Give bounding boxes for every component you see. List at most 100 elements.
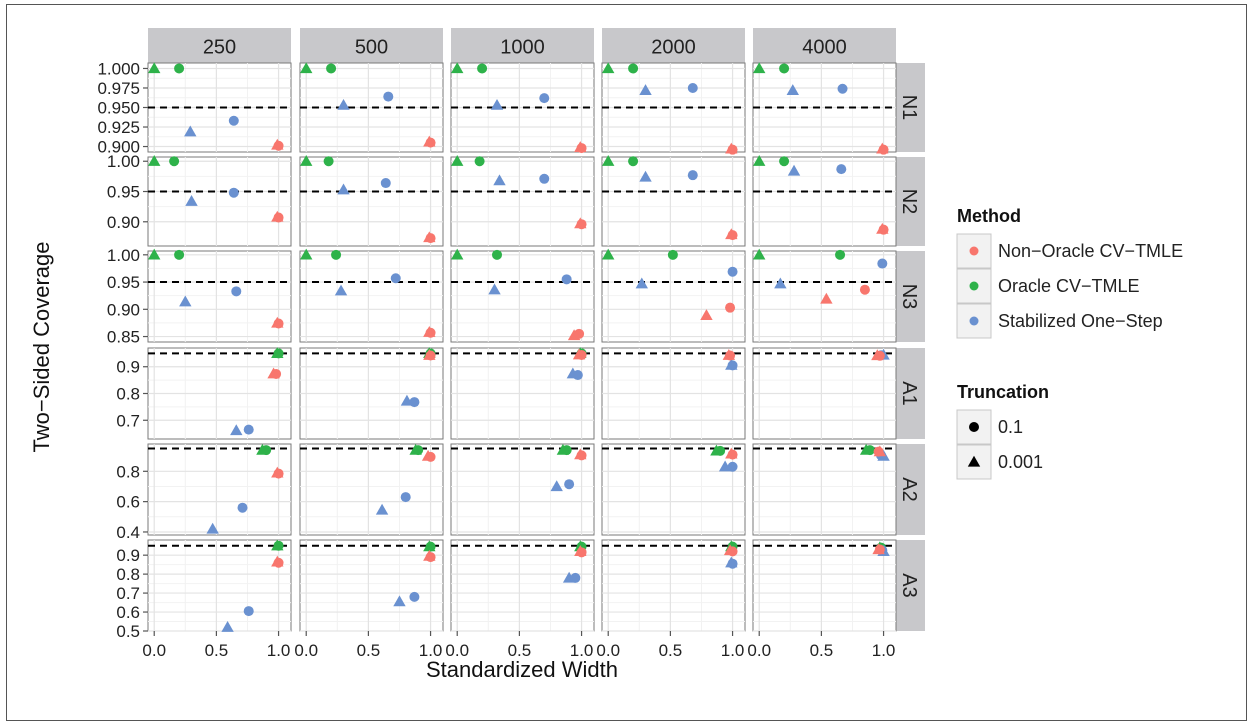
data-point [261, 445, 272, 456]
data-point [206, 522, 219, 534]
data-point [474, 156, 485, 167]
data-point [753, 248, 766, 260]
data-point [425, 552, 436, 563]
x-tick-label: 0.0 [294, 641, 318, 660]
y-tick-label: 0.95 [107, 273, 140, 292]
facet-strip-A1 [893, 348, 925, 439]
data-point [425, 541, 436, 552]
y-tick-label: 1.00 [107, 152, 140, 171]
data-point [727, 558, 738, 569]
x-tick-label: 0.5 [810, 641, 834, 660]
data-point [174, 249, 185, 260]
data-point [753, 155, 766, 166]
data-point [836, 164, 847, 175]
data-point [667, 249, 678, 260]
data-point [725, 350, 736, 361]
facet-strip-label: N1 [898, 95, 920, 121]
facet-strip-A2 [893, 444, 925, 535]
panel-background [299, 443, 444, 536]
data-point [273, 540, 284, 551]
data-point [539, 93, 550, 104]
data-point [243, 606, 254, 617]
data-point [727, 546, 738, 557]
legend-shape [969, 422, 979, 432]
panel-background [450, 250, 595, 343]
data-point [221, 621, 234, 632]
data-point [873, 446, 884, 457]
data-point [564, 479, 575, 490]
y-tick-label: 0.90 [107, 300, 140, 319]
facet-strip-label: A2 [898, 477, 920, 501]
legend-item-label: Oracle CV−TMLE [998, 276, 1140, 296]
y-tick-label: 0.95 [107, 183, 140, 202]
x-tick-label: 1.0 [570, 641, 594, 660]
figure-frame: 250 500 1000 2000 4000 N1 N2 N3 A1 A2 A3 0.900 0.92… [6, 4, 1247, 721]
data-point [576, 547, 587, 558]
data-point [271, 368, 282, 379]
y-tick-label: 0.9 [116, 546, 140, 565]
y-tick-label: 1.000 [97, 59, 140, 78]
x-tick-label: 0.0 [445, 641, 469, 660]
facet-strip-N2 [893, 157, 925, 246]
legend-shape [967, 455, 981, 467]
data-point [300, 155, 313, 166]
panel-background [450, 443, 595, 536]
facet-strip-label: A1 [898, 381, 920, 405]
data-point [148, 248, 161, 260]
y-tick-label: 0.6 [116, 603, 140, 622]
data-point [550, 480, 563, 492]
data-point [859, 284, 870, 295]
panel-background [147, 443, 292, 536]
x-tick-label: 0.5 [508, 641, 532, 660]
data-point [561, 274, 572, 285]
data-point [273, 348, 284, 359]
x-tick-label: 1.0 [267, 641, 291, 660]
data-point [477, 63, 488, 74]
facet-strip-label: 2000 [651, 37, 696, 59]
data-point [602, 62, 615, 74]
legend-item-label: Stabilized One−Step [998, 311, 1163, 331]
data-point [628, 156, 639, 167]
panel-background [450, 156, 595, 247]
data-point [323, 156, 334, 167]
data-point [602, 248, 615, 260]
data-point [393, 595, 406, 607]
data-point [425, 451, 436, 462]
data-point [337, 98, 350, 110]
data-point [570, 572, 581, 583]
facet-strip-N1 [893, 63, 925, 152]
x-tick-label: 0.0 [596, 641, 620, 660]
data-point [874, 544, 885, 555]
data-point [179, 295, 192, 307]
data-point [753, 62, 766, 74]
data-point [561, 445, 572, 456]
facet-strip-label: A3 [898, 573, 920, 597]
data-point [639, 170, 652, 182]
data-point [185, 194, 198, 206]
data-point [237, 502, 248, 513]
x-tick-label: 0.5 [357, 641, 381, 660]
data-point [273, 318, 284, 329]
data-point [273, 468, 284, 479]
data-point [273, 212, 284, 223]
data-point [409, 591, 420, 602]
facet-strip-label: 500 [355, 37, 388, 59]
panel-background [601, 250, 746, 343]
data-point [727, 360, 738, 371]
x-tick-label: 1.0 [721, 641, 745, 660]
data-point [774, 277, 787, 289]
facet-strip-A3 [893, 540, 925, 631]
data-point [492, 249, 503, 260]
data-point [425, 137, 436, 148]
data-point [148, 155, 161, 166]
data-point [602, 155, 615, 166]
x-tick-label: 0.0 [747, 641, 771, 660]
data-point [184, 125, 197, 137]
facet-strip-label: 4000 [802, 37, 847, 59]
data-point [639, 84, 652, 95]
x-tick-label: 0.5 [659, 641, 683, 660]
facet-strip-500 [300, 28, 443, 63]
data-point [228, 115, 239, 126]
data-point [425, 233, 436, 244]
data-point [576, 143, 587, 154]
